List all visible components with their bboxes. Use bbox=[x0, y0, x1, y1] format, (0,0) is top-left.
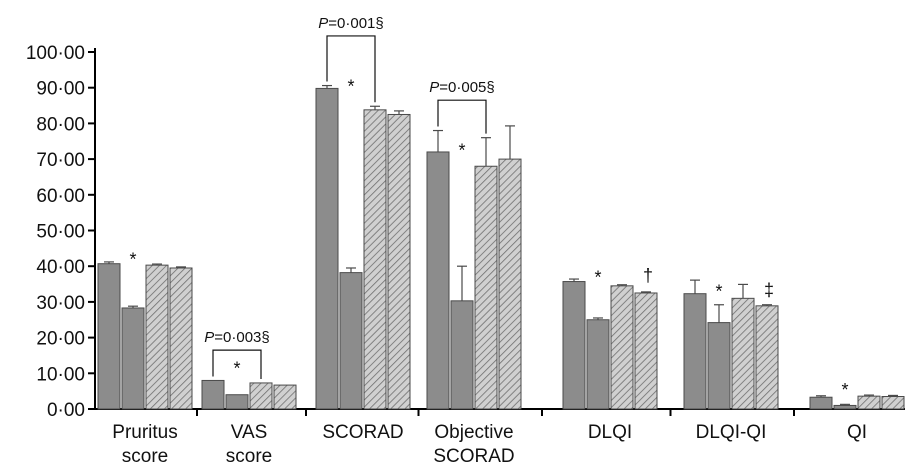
bar bbox=[201, 379, 225, 410]
bar bbox=[707, 322, 731, 410]
bar bbox=[225, 394, 249, 410]
x-tick-label: Objective bbox=[434, 422, 513, 443]
y-tick-label: 100·00 bbox=[26, 43, 85, 64]
bar bbox=[97, 263, 121, 410]
bar bbox=[363, 109, 387, 410]
x-tick-label: Pruritus bbox=[112, 422, 177, 443]
bar bbox=[450, 300, 474, 410]
bar bbox=[145, 264, 169, 410]
y-tick-label: 80·00 bbox=[36, 114, 85, 135]
significance-mark: * bbox=[233, 358, 240, 378]
bar bbox=[498, 158, 522, 410]
bar bbox=[562, 281, 586, 410]
bar bbox=[273, 384, 297, 410]
significance-bracket bbox=[326, 35, 376, 103]
p-value-label: P=0·003§ bbox=[204, 329, 269, 346]
bar bbox=[387, 113, 411, 410]
bar bbox=[833, 404, 857, 410]
x-tick-label: score bbox=[226, 446, 272, 467]
y-tick-label: 40·00 bbox=[36, 257, 85, 278]
bar bbox=[426, 151, 450, 410]
bar bbox=[610, 285, 634, 410]
bar bbox=[809, 396, 833, 410]
x-tick-label: DLQI bbox=[588, 422, 632, 443]
x-tick-label: DLQI-QI bbox=[696, 422, 767, 443]
bar bbox=[249, 382, 273, 410]
y-tick-label: 70·00 bbox=[36, 150, 85, 171]
bar bbox=[586, 319, 610, 410]
plot-area: 0·00 10·00 20·00 30·00 40·00 50·00 60·00 70·00 8… bbox=[26, 15, 905, 467]
bar bbox=[731, 297, 755, 410]
y-tick-label: 30·00 bbox=[36, 293, 85, 314]
significance-bracket bbox=[212, 349, 262, 379]
bar bbox=[121, 307, 145, 410]
bar bbox=[857, 395, 881, 410]
p-value-label: P=0·001§ bbox=[318, 15, 383, 32]
significance-bracket bbox=[437, 99, 487, 134]
y-tick-label: 0·00 bbox=[47, 400, 85, 421]
y-tick-label: 20·00 bbox=[36, 329, 85, 350]
y-tick-label: 90·00 bbox=[36, 79, 85, 100]
p-value-label: P=0·005§ bbox=[429, 79, 494, 96]
x-tick-label: QI bbox=[847, 422, 867, 443]
y-tick-label: 10·00 bbox=[36, 364, 85, 385]
y-tick-label: 50·00 bbox=[36, 222, 85, 243]
significance-mark: * bbox=[715, 282, 722, 302]
significance-mark: † bbox=[643, 266, 653, 286]
x-tick-label: SCORAD bbox=[433, 446, 514, 467]
bar bbox=[339, 272, 363, 410]
bar bbox=[755, 305, 779, 410]
bar bbox=[634, 292, 658, 410]
significance-mark: * bbox=[841, 380, 848, 400]
significance-mark: * bbox=[129, 249, 136, 269]
x-tick-label: SCORAD bbox=[322, 422, 403, 443]
bar bbox=[169, 267, 193, 410]
significance-mark: * bbox=[347, 76, 354, 96]
x-tick-label: VAS bbox=[231, 422, 268, 443]
bar bbox=[683, 293, 707, 410]
x-tick-label: score bbox=[122, 446, 168, 467]
significance-mark: * bbox=[458, 141, 465, 161]
bar bbox=[474, 165, 498, 410]
bar bbox=[881, 396, 905, 410]
significance-mark: * bbox=[594, 267, 601, 287]
y-tick-label: 60·00 bbox=[36, 186, 85, 207]
significance-mark: ‡ bbox=[764, 280, 774, 300]
bar bbox=[315, 87, 339, 410]
